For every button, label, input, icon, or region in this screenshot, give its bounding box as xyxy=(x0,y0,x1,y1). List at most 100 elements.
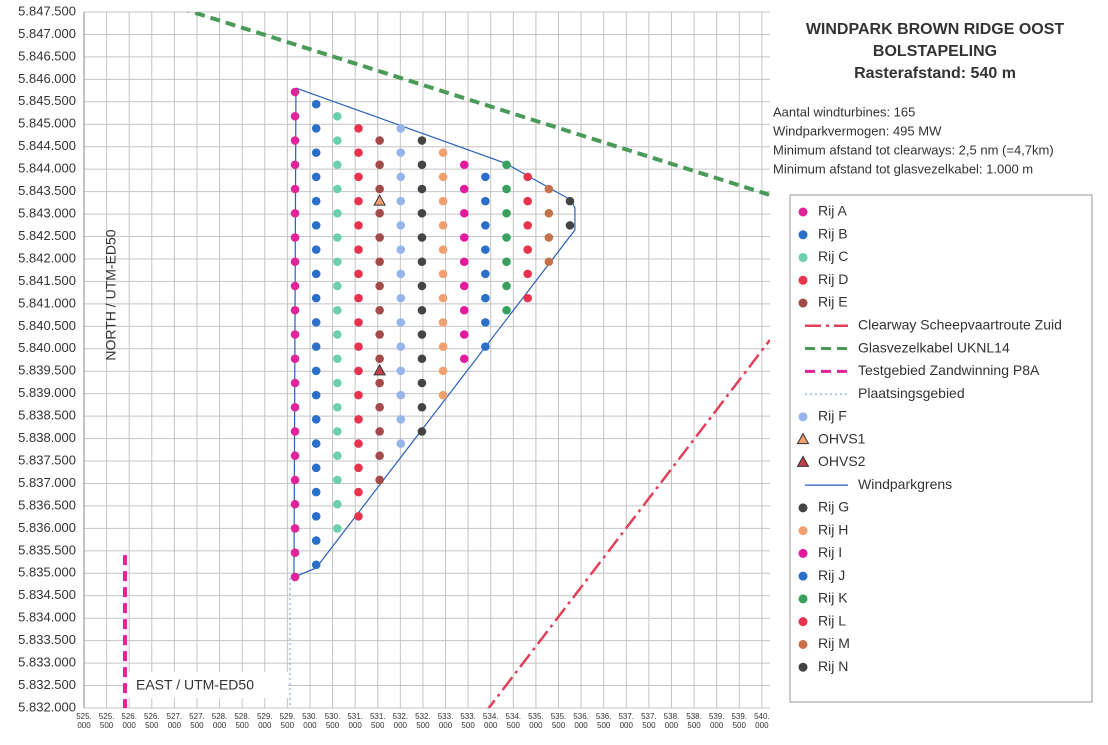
y-tick-label: 5.846.000 xyxy=(18,71,76,86)
chart-subtitle: Rasterafstand: 540 m xyxy=(854,65,1016,82)
turbine xyxy=(396,439,406,448)
legend-label: Rij H xyxy=(818,521,848,537)
turbine xyxy=(290,160,300,170)
y-tick-label: 5.837.500 xyxy=(18,452,76,467)
turbine xyxy=(459,305,469,315)
turbine xyxy=(290,524,300,533)
turbine xyxy=(438,172,448,182)
turbine xyxy=(290,427,300,436)
x-tick-label: 538.000 xyxy=(663,712,680,730)
turbine xyxy=(290,402,300,412)
legend-swatch xyxy=(798,617,808,627)
turbine xyxy=(502,233,511,242)
turbine xyxy=(354,512,363,521)
x-tick-label: 530.000 xyxy=(302,712,318,730)
y-tick-label: 5.839.500 xyxy=(18,363,76,378)
legend-label: Rij A xyxy=(818,203,847,219)
turbine xyxy=(354,245,363,254)
legend-label: Glasvezelkabel UKNL14 xyxy=(858,339,1010,355)
turbine xyxy=(354,342,363,351)
x-tick-label: 528.500 xyxy=(234,712,250,730)
x-tick-label: 527.500 xyxy=(189,712,205,730)
turbine xyxy=(417,427,427,436)
turbine xyxy=(290,499,300,509)
legend-box xyxy=(789,194,1093,703)
x-tick-label: 526.500 xyxy=(143,712,160,730)
turbine xyxy=(290,136,300,145)
legend-swatch xyxy=(798,298,808,308)
turbine xyxy=(459,233,469,242)
turbine xyxy=(396,124,406,133)
turbine xyxy=(354,148,363,157)
turbine xyxy=(375,354,384,364)
turbine xyxy=(396,245,406,254)
turbine xyxy=(354,487,363,497)
turbine xyxy=(354,269,363,279)
note: Minimum afstand tot clearways: 2,5 nm (=… xyxy=(773,142,1054,157)
turbine xyxy=(333,208,342,218)
turbine xyxy=(333,136,342,145)
y-tick-label: 5.835.500 xyxy=(18,542,76,557)
turbine xyxy=(438,148,448,157)
turbine xyxy=(481,318,490,327)
turbine xyxy=(290,475,300,485)
turbine xyxy=(375,475,384,485)
legend-label: Windparkgrens xyxy=(858,476,952,492)
turbine xyxy=(375,451,384,461)
legend-swatch xyxy=(798,594,808,604)
y-tick-label: 5.832.500 xyxy=(18,677,76,692)
turbine xyxy=(354,366,363,376)
turbine xyxy=(375,184,384,194)
turbine xyxy=(311,124,321,133)
turbine xyxy=(438,342,448,351)
turbine xyxy=(438,390,448,400)
turbine xyxy=(417,354,427,364)
x-tick-label: 529.000 xyxy=(256,712,273,730)
turbine xyxy=(438,366,448,376)
turbine xyxy=(481,196,490,206)
x-tick-label: 540.000 xyxy=(754,712,770,730)
turbine xyxy=(481,269,490,279)
legend-swatch xyxy=(798,548,808,558)
turbine xyxy=(438,245,448,254)
turbine xyxy=(523,293,532,303)
turbine xyxy=(290,257,300,267)
turbine xyxy=(417,233,427,242)
turbine xyxy=(311,293,321,303)
y-tick-label: 5.844.000 xyxy=(18,161,76,176)
turbine xyxy=(438,196,448,206)
x-axis-label: EAST / UTM-ED50 xyxy=(136,677,254,693)
turbine xyxy=(311,487,321,497)
turbine xyxy=(459,257,469,267)
turbine xyxy=(459,160,469,170)
note: Aantal windturbines: 165 xyxy=(773,104,915,119)
turbine xyxy=(311,439,321,448)
y-tick-label: 5.840.500 xyxy=(18,318,76,333)
turbine xyxy=(375,257,384,267)
y-tick-label: 5.847.000 xyxy=(18,26,76,41)
y-tick-label: 5.841.500 xyxy=(18,273,76,288)
turbine xyxy=(311,536,321,545)
turbine xyxy=(396,148,406,157)
turbine xyxy=(290,208,300,218)
turbine xyxy=(375,233,384,242)
turbine xyxy=(565,221,575,230)
turbine xyxy=(333,111,342,121)
turbine xyxy=(417,184,427,194)
turbine xyxy=(502,184,511,194)
y-tick-label: 5.835.000 xyxy=(18,565,76,580)
y-tick-label: 5.837.000 xyxy=(18,475,76,490)
x-tick-label: 529.500 xyxy=(279,712,296,730)
turbine xyxy=(502,208,511,218)
x-tick-label: 534.500 xyxy=(505,712,522,730)
y-tick-label: 5.845.500 xyxy=(18,93,76,108)
legend-label: Rij B xyxy=(818,225,848,241)
series-line xyxy=(185,12,770,197)
y-tick-label: 5.833.000 xyxy=(18,655,76,670)
turbine xyxy=(311,99,321,109)
legend-label: Rij F xyxy=(818,408,847,424)
substation xyxy=(373,363,386,376)
turbine xyxy=(290,378,300,388)
turbine xyxy=(481,172,490,182)
